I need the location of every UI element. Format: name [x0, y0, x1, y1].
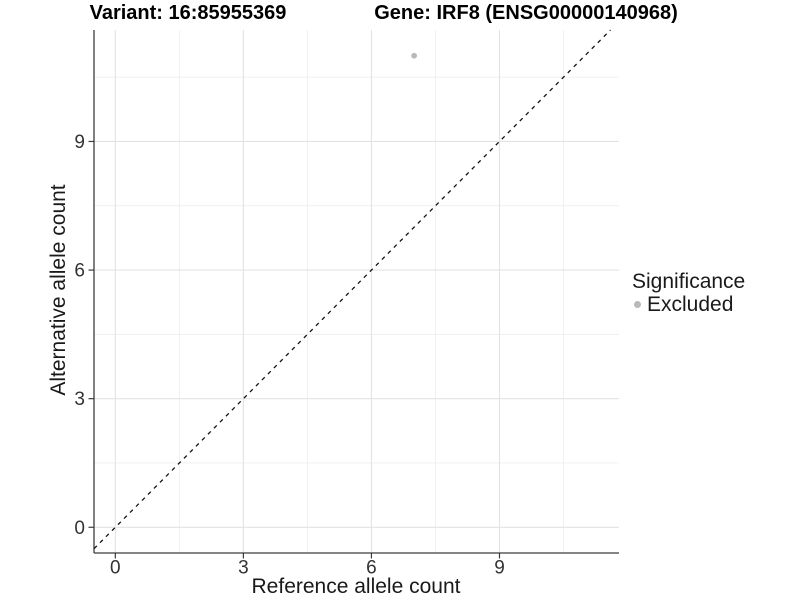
- legend-title: Significance: [632, 270, 746, 293]
- identity-line: [93, 29, 611, 550]
- x-tick-label: 6: [366, 558, 377, 579]
- y-tick-label: 3: [74, 389, 85, 410]
- x-tick-label: 0: [110, 558, 121, 579]
- gene-title: Gene: IRF8 (ENSG00000140968): [374, 2, 678, 24]
- legend-item: Excluded: [631, 293, 745, 316]
- data-point: [411, 52, 418, 59]
- x-tick-label: 9: [494, 558, 505, 579]
- variant-title: Variant: 16:85955369: [89, 2, 287, 24]
- x-tick-label: 3: [238, 558, 249, 579]
- y-tick-label: 6: [74, 261, 85, 282]
- legend-point-icon: [634, 301, 641, 308]
- y-axis-title: Alternative allele count: [47, 184, 70, 396]
- y-tick-label: 0: [74, 518, 85, 539]
- legend-item-label: Excluded: [647, 293, 734, 316]
- y-tick-label: 9: [74, 132, 85, 153]
- x-axis-title: Reference allele count: [251, 575, 461, 598]
- legend: Significance Excluded: [631, 270, 745, 316]
